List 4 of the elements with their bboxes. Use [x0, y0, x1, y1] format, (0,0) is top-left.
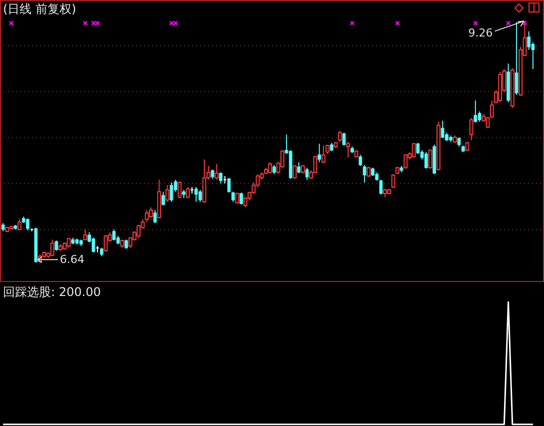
- annotation: 6.64: [60, 253, 84, 266]
- annotation: 9.26: [468, 26, 493, 40]
- chart-title: 回踩选股: 200.00: [3, 285, 101, 299]
- chart-title: (日线 前复权): [3, 2, 76, 16]
